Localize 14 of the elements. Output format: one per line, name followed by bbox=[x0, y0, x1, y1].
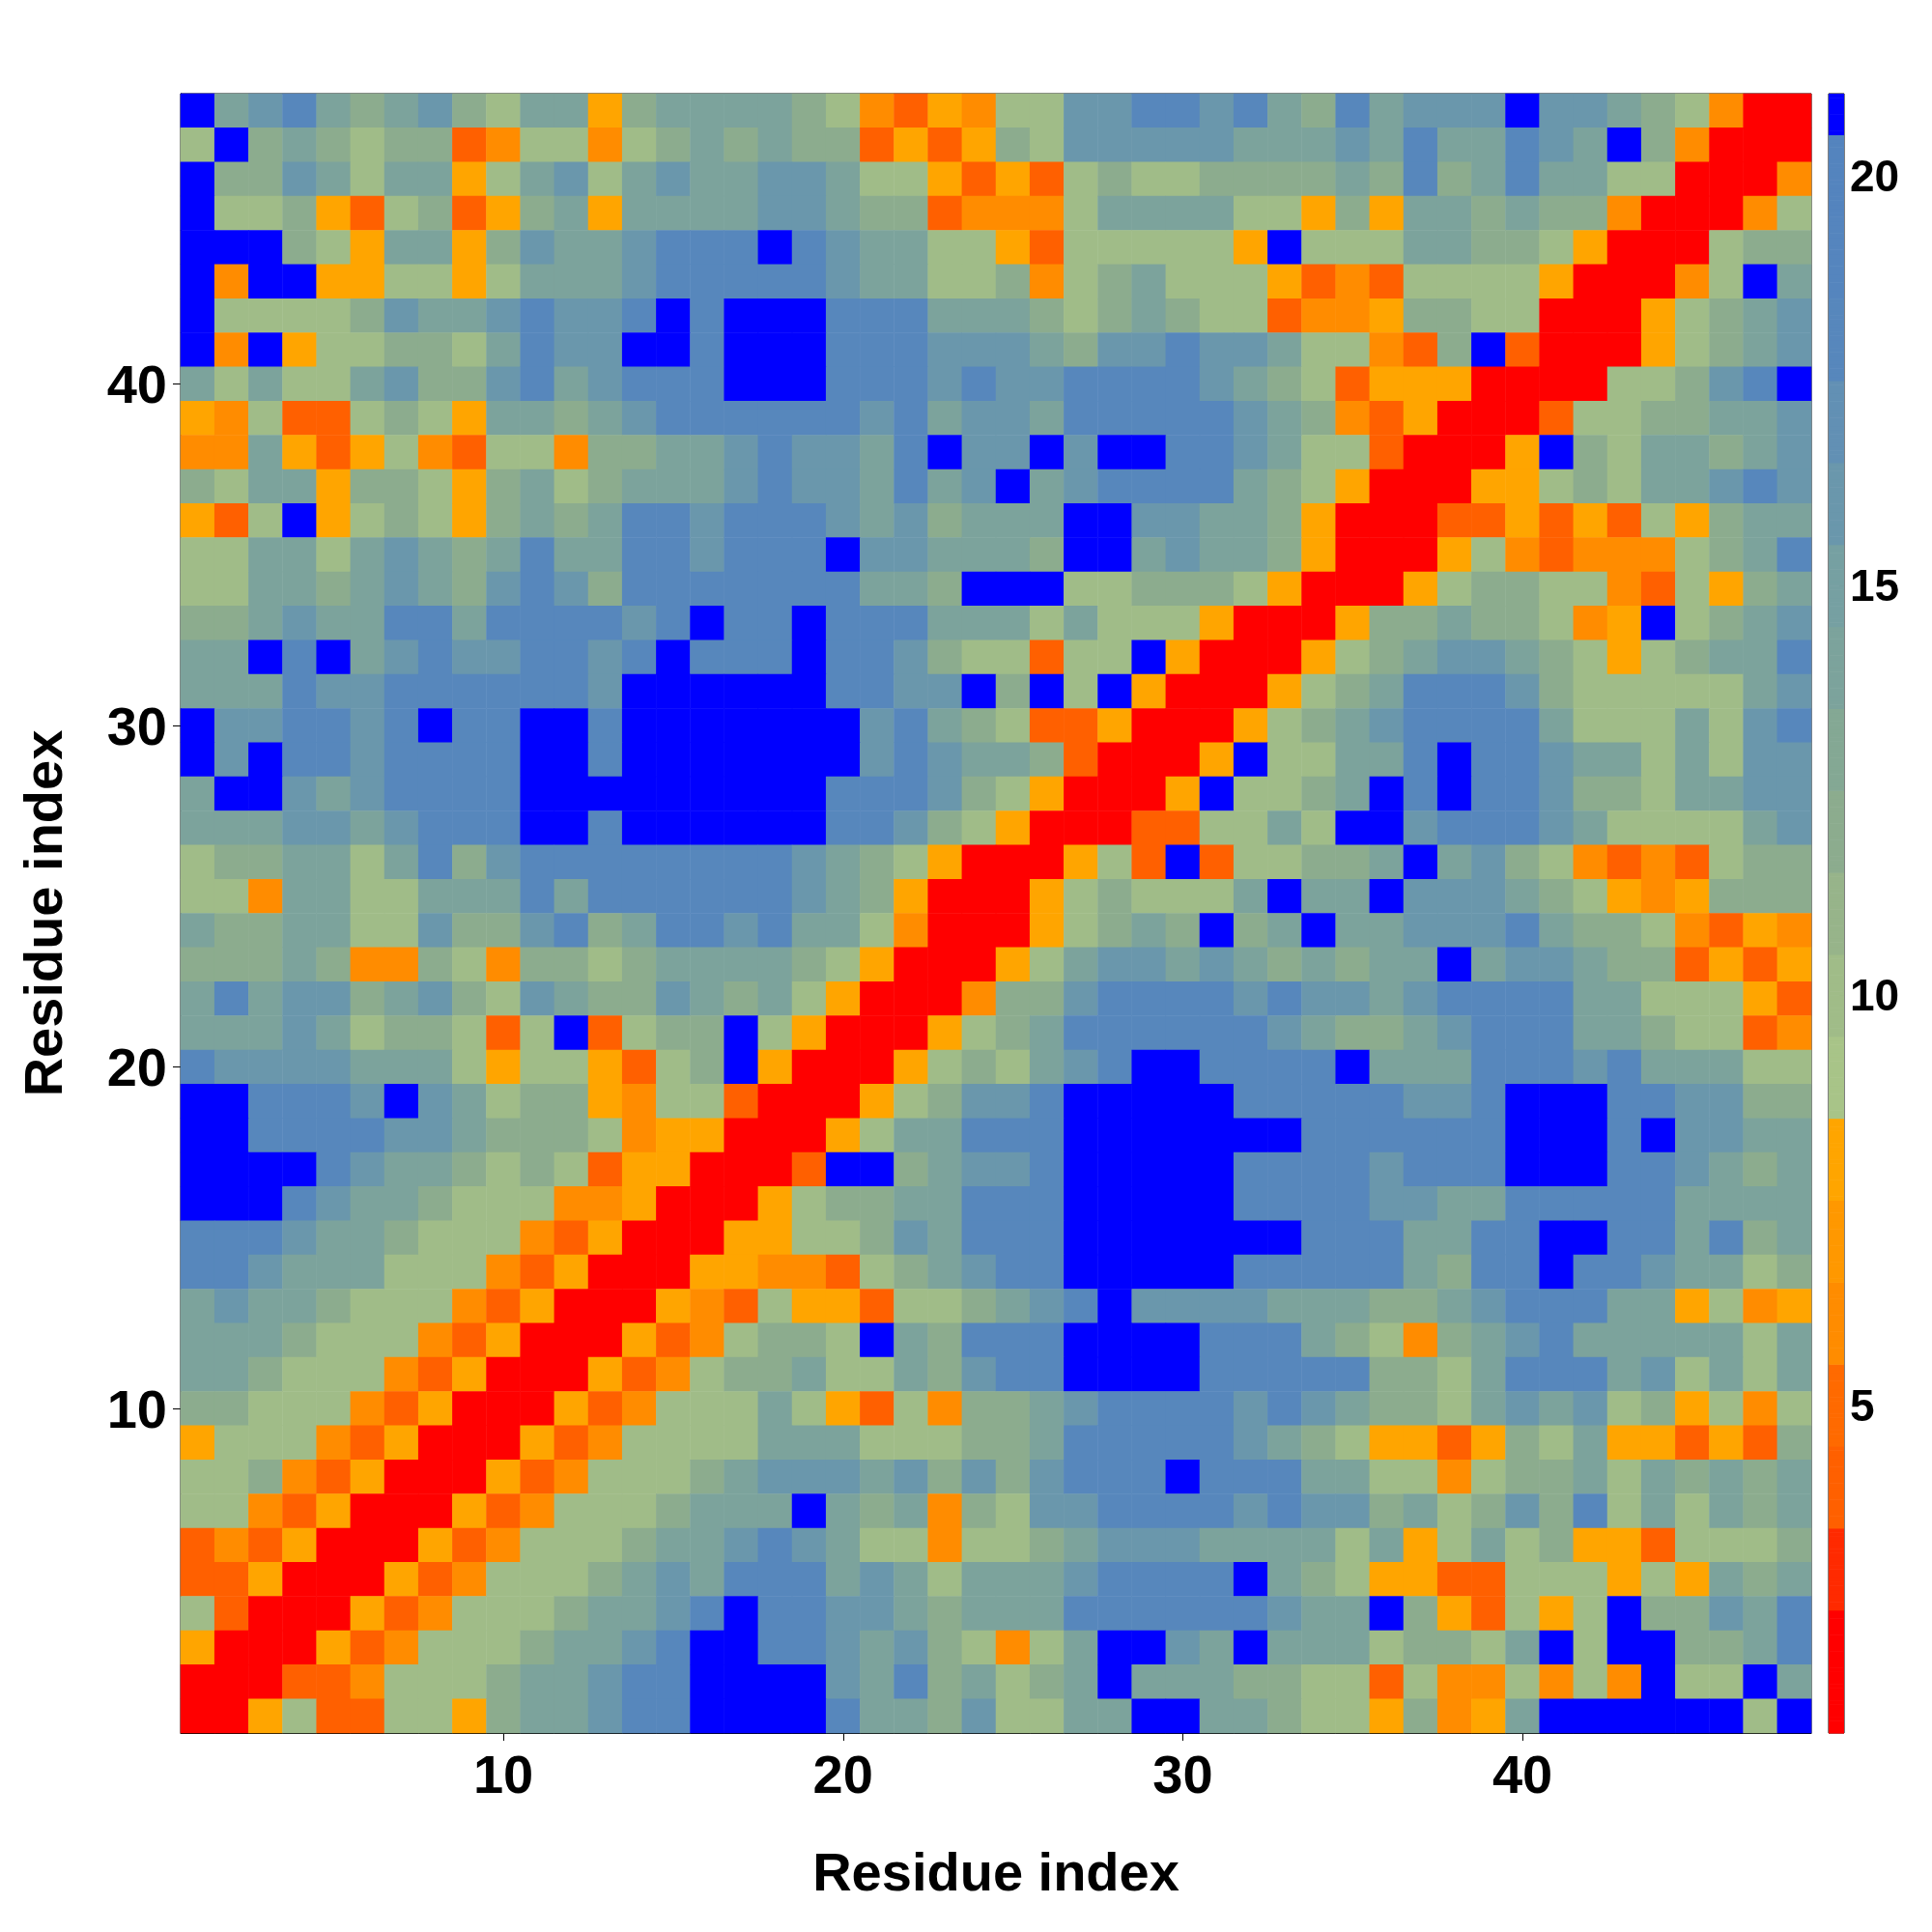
color-bar-label: 15 bbox=[1850, 560, 1900, 611]
x-tick-label: 20 bbox=[812, 1743, 873, 1804]
y-tick-label: 40 bbox=[106, 354, 167, 415]
color-bar-label: 10 bbox=[1850, 970, 1900, 1021]
x-axis-title: Residue index bbox=[812, 1840, 1179, 1902]
color-bar-label: 20 bbox=[1850, 150, 1900, 201]
y-tick-label: 30 bbox=[106, 695, 167, 756]
y-tick-label: 20 bbox=[106, 1037, 167, 1098]
x-tick-label: 40 bbox=[1492, 1743, 1553, 1804]
y-tick-label: 10 bbox=[106, 1378, 167, 1439]
y-axis-title: Residue index bbox=[12, 729, 73, 1097]
color-bar-label: 5 bbox=[1850, 1379, 1875, 1431]
x-tick-label: 30 bbox=[1152, 1743, 1213, 1804]
x-tick-label: 10 bbox=[472, 1743, 534, 1804]
